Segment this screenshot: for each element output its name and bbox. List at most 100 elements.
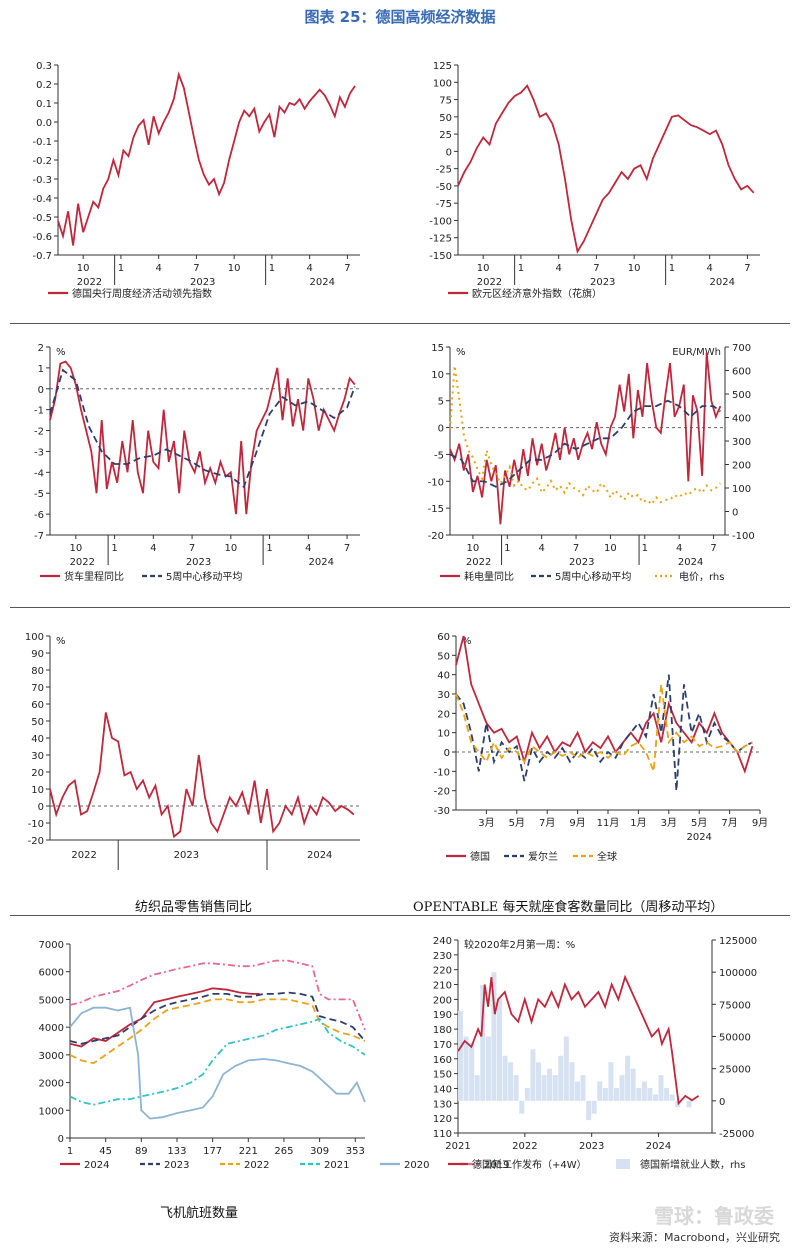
x-tick-label: 1 — [518, 263, 524, 274]
y-tick-label: -10 — [428, 477, 444, 488]
bar-employment — [563, 1036, 569, 1101]
y-tick-label-right: 300 — [732, 437, 751, 448]
x-tick-label: 3月 — [661, 817, 677, 829]
y-tick-label: 5000 — [39, 995, 64, 1006]
x-tick-label: 5月 — [509, 817, 525, 829]
legend-swatch — [616, 1159, 630, 1169]
year-label: 2024 — [678, 557, 703, 568]
x-tick-label: 1 — [118, 263, 124, 274]
bar-employment — [558, 1055, 564, 1101]
y-tick-label: 40 — [437, 671, 450, 682]
series-line-2021 — [69, 1017, 366, 1106]
y-tick-label: -20 — [434, 787, 450, 798]
bar-employment — [686, 1100, 692, 1108]
y-tick-label: 190 — [433, 1010, 452, 1021]
bar-employment — [630, 1068, 636, 1101]
series-line-全球 — [455, 684, 753, 772]
y-tick-label: -20 — [28, 836, 44, 847]
year-label: 2024 — [686, 832, 711, 843]
x-tick-label: 2023 — [579, 1141, 604, 1152]
x-tick-label: 7 — [710, 543, 716, 554]
y-tick-label: -25 — [436, 165, 452, 176]
x-tick-label: 4 — [306, 263, 312, 274]
x-tick-label: 2024 — [646, 1141, 671, 1152]
y-tick-label: 200 — [433, 995, 452, 1006]
y-tick-label-right: 500 — [732, 390, 751, 401]
caption-opentable: OPENTABLE 每天就座食客数量同比（周移动平均） — [413, 900, 724, 915]
x-tick-label: 265 — [274, 1146, 293, 1157]
chart-citi-surprise: 125 100 75 50 25 0 -25 -50 -75 -100 -125 -150 10 1 4 7 1… — [400, 55, 800, 315]
x-tick-label: 1 — [504, 543, 510, 554]
x-tick-label: 9月 — [752, 817, 768, 829]
legend-label: 耗电量同比 — [464, 570, 514, 583]
legend-label: 2022 — [244, 1160, 269, 1171]
y-tick-label: 75 — [439, 96, 452, 107]
x-tick-label: 7 — [193, 263, 199, 274]
y-tick-label: 50 — [439, 113, 452, 124]
chart-svg-c4: 15 10 5 0 -5 -10 -15 -20 10 1 4 7 10 1 4 7 2022 2023 2024%… — [428, 343, 755, 583]
bar-employment — [625, 1055, 631, 1101]
bar-employment — [664, 1087, 670, 1101]
x-tick-label: 1 — [266, 543, 272, 554]
x-tick-label: 1 — [111, 543, 117, 554]
bar-employment — [474, 1075, 480, 1101]
x-tick-label: 10 — [604, 543, 617, 554]
y-tick-label: 100 — [433, 78, 452, 89]
separator-1 — [10, 323, 790, 324]
x-tick-label: 10 — [628, 263, 641, 274]
year-label: 2022 — [77, 277, 102, 288]
y-tick-label: 220 — [433, 966, 452, 977]
y-tick-label: -5 — [34, 489, 44, 500]
y-tick-label: 10 — [437, 729, 450, 740]
x-tick-label: 45 — [99, 1146, 112, 1157]
chart-svg-c1: 0.3 0.2 0.1 0.0 -0.1 -0.2 -0.3 -0.4 -0.5 -0.6 -0.7… — [32, 61, 360, 300]
bar-employment — [619, 1075, 625, 1101]
y-tick-label: 0.0 — [36, 118, 52, 129]
year-label: 2022 — [71, 850, 96, 861]
bar-employment — [669, 1094, 675, 1101]
unit-label: % — [462, 636, 472, 647]
y-tick-label: 120 — [433, 1114, 452, 1125]
y-tick-label: -15 — [428, 504, 444, 515]
x-tick-label: 133 — [167, 1146, 186, 1157]
y-tick-label: -0.3 — [32, 175, 52, 186]
x-tick-label: 221 — [239, 1146, 258, 1157]
y-tick-label: 2000 — [39, 1079, 64, 1090]
y-tick-label-right: 0 — [719, 1097, 725, 1108]
y-tick-label: 110 — [433, 1129, 452, 1140]
y-tick-label: 10 — [431, 370, 444, 381]
y-tick-label: 170 — [433, 1040, 452, 1051]
bar-employment — [530, 1049, 536, 1101]
y-tick-label: 50 — [31, 717, 44, 728]
y-tick-label: 5 — [438, 397, 444, 408]
x-tick-label: 7 — [744, 263, 750, 274]
legend-label: 5周中心移动平均 — [166, 570, 242, 583]
chart-flights: 7000 6000 5000 4000 3000 2000 1000 0 1 45 89 133 177… — [0, 928, 510, 1178]
year-label: 2023 — [174, 850, 199, 861]
bar-employment — [552, 1075, 558, 1101]
bar-employment — [602, 1087, 608, 1101]
y-tick-label-right: 125000 — [719, 936, 757, 947]
y-tick-label: -50 — [436, 182, 452, 193]
year-label: 2022 — [466, 557, 491, 568]
legend-label: 2019 — [484, 1160, 509, 1171]
y-tick-label: 7000 — [39, 940, 64, 951]
y-tick-label: 150 — [433, 1070, 452, 1081]
x-tick-label: 4 — [676, 543, 682, 554]
y-tick-label: -2 — [34, 427, 44, 438]
y-tick-label: -0.2 — [32, 156, 52, 167]
y-tick-label-right: -100 — [732, 531, 755, 542]
bar-employment — [524, 1087, 530, 1101]
bar-employment — [513, 1075, 519, 1101]
bar-employment — [586, 1100, 592, 1121]
legend-label: 德国新增就业人数，rhs — [640, 1158, 745, 1171]
y-tick-label: 25 — [439, 130, 452, 141]
chart-truck-toll: 2 1 0 -1 -2 -3 -4 -5 -6 -7 10 1 4 7 10 1 4 7 2022 2023 2024%… — [0, 335, 400, 595]
y-tick-label: 15 — [431, 343, 444, 354]
series-line-德国央行周度经济活动领先指数 — [57, 71, 356, 246]
y-tick-label: 160 — [433, 1055, 452, 1066]
x-tick-label: 4 — [155, 263, 161, 274]
bar-employment — [547, 1068, 553, 1101]
y-tick-label: -0.1 — [32, 137, 52, 148]
y-tick-label-right: 50000 — [719, 1033, 751, 1044]
